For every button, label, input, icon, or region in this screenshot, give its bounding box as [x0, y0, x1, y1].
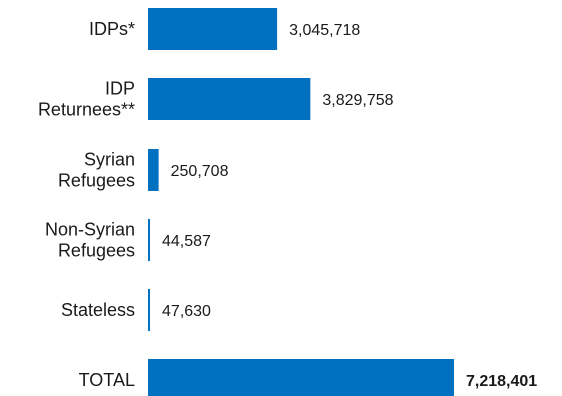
bar	[148, 149, 159, 191]
bar	[148, 78, 311, 120]
value-label: 3,045,718	[289, 22, 360, 39]
category-label: Syrian Refugees	[58, 150, 135, 191]
bar	[148, 289, 151, 331]
value-label: 250,708	[171, 163, 229, 180]
bar	[148, 219, 150, 261]
bar	[148, 359, 454, 396]
category-label: IDP Returnees**	[38, 79, 135, 120]
category-label: Non-Syrian Refugees	[45, 220, 135, 261]
category-label: Stateless	[61, 300, 135, 320]
category-label: IDPs*	[89, 19, 135, 39]
value-label: 3,829,758	[322, 92, 393, 109]
value-label: 47,630	[162, 303, 211, 320]
bar	[148, 8, 278, 50]
value-label: 7,218,401	[466, 373, 537, 390]
category-label: TOTAL	[79, 370, 135, 390]
value-label: 44,587	[162, 233, 211, 250]
